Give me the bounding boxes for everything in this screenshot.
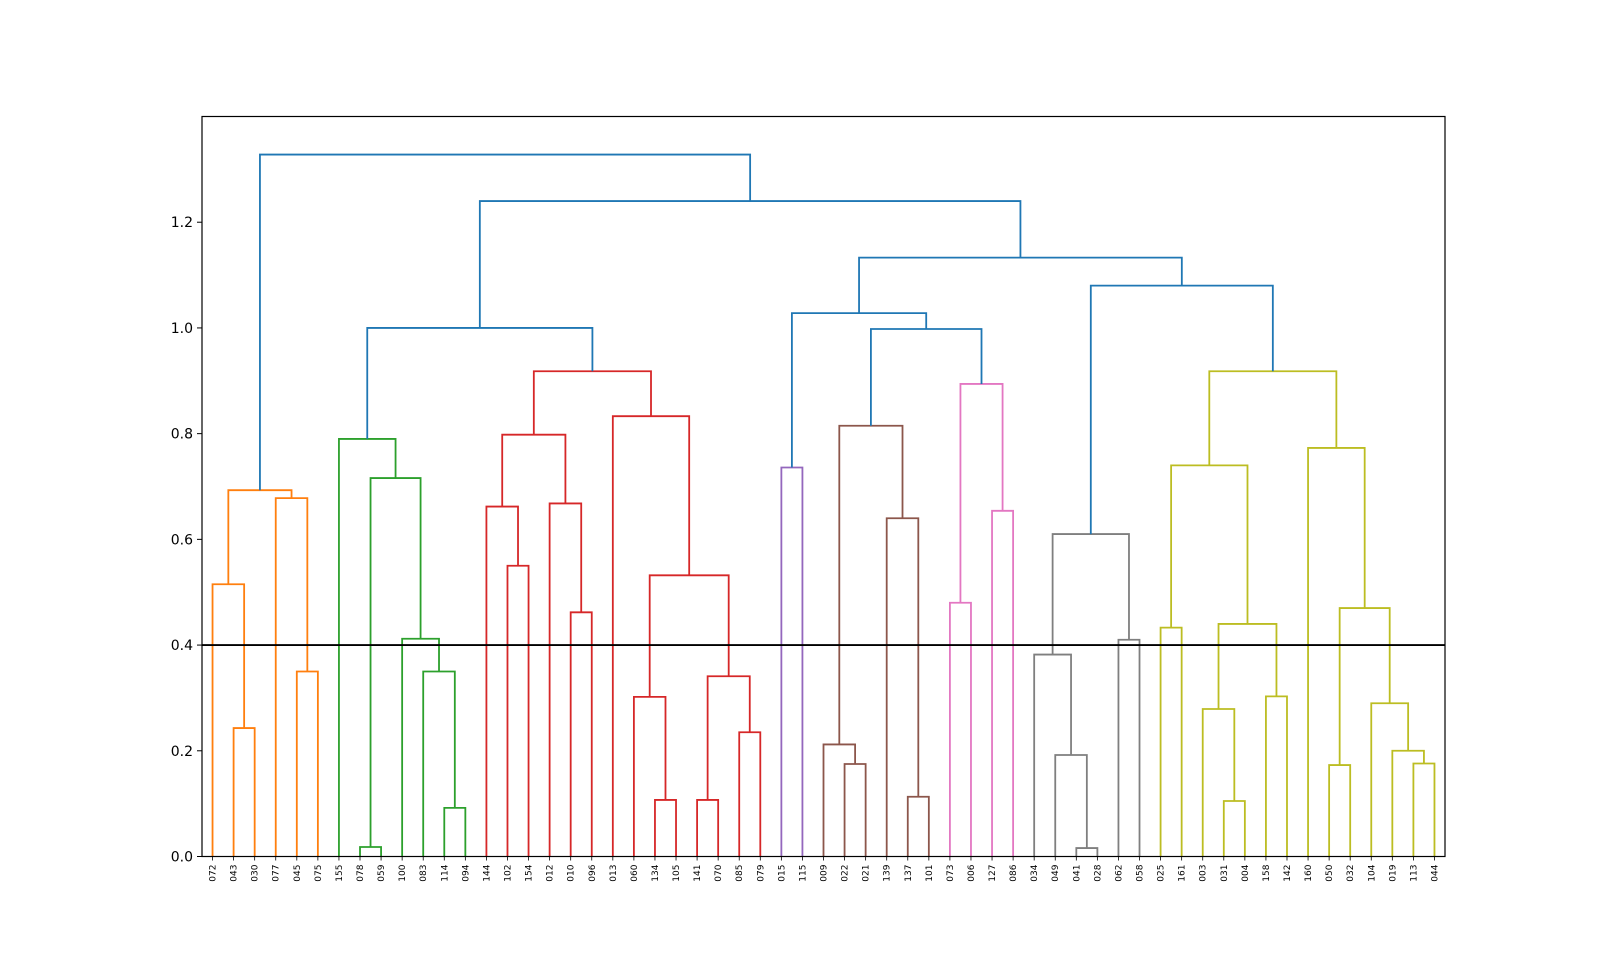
dendrogram-link-41 [1159, 626, 1183, 857]
dendrogram-link-43 [1201, 708, 1236, 857]
leaf-label-26: 079 [756, 864, 766, 881]
leaf-label-31: 021 [862, 865, 872, 882]
dendrogram-link-44 [1265, 695, 1288, 857]
leaf-label-12: 094 [461, 864, 471, 881]
dendrogram-link-16 [654, 799, 677, 857]
leaf-label-24: 070 [714, 864, 724, 881]
dendrogram-link-1 [211, 583, 246, 857]
dendrogram-link-19 [738, 731, 762, 857]
leaf-label-6: 155 [335, 865, 345, 882]
leaf-label-7: 078 [356, 864, 366, 881]
leaf-label-19: 013 [609, 865, 619, 882]
leaf-label-50: 158 [1262, 864, 1272, 881]
leaf-label-27: 015 [777, 865, 787, 882]
y-tick-label-2: 0.4 [171, 638, 193, 654]
leaf-label-51: 142 [1283, 865, 1293, 882]
dendrogram-link-18 [696, 799, 720, 857]
leaf-label-54: 032 [1346, 865, 1356, 882]
leaf-label-35: 073 [946, 865, 956, 882]
leaf-label-0: 072 [209, 865, 219, 882]
leaf-label-29: 009 [820, 864, 830, 881]
leaf-label-17: 010 [567, 864, 577, 881]
leaf-label-18: 096 [588, 864, 598, 881]
leaf-label-10: 083 [419, 865, 429, 882]
leaf-label-38: 086 [1009, 864, 1019, 881]
leaf-label-9: 100 [398, 864, 408, 881]
leaf-label-3: 077 [272, 865, 282, 882]
dendrogram-link-57 [259, 153, 752, 491]
leaf-label-56: 019 [1388, 864, 1398, 881]
leaf-label-57: 113 [1409, 865, 1419, 882]
dendrogram-link-12 [485, 505, 519, 857]
leaf-label-14: 102 [503, 865, 513, 882]
leaf-label-36: 006 [967, 864, 977, 881]
dendrogram-link-35 [790, 312, 928, 468]
leaf-label-53: 050 [1325, 864, 1335, 881]
dendrogram-link-8 [401, 637, 440, 857]
leaf-label-5: 075 [314, 865, 324, 882]
y-tick-label-4: 0.8 [171, 427, 193, 443]
dendrogram-link-10 [338, 438, 397, 857]
y-tick-label-6: 1.2 [171, 215, 193, 231]
leaf-label-58: 044 [1430, 864, 1440, 881]
leaf-label-16: 012 [546, 865, 556, 882]
leaf-label-37: 127 [988, 865, 998, 882]
leaf-label-11: 114 [440, 864, 450, 881]
dendrogram-link-24 [366, 327, 594, 439]
leaf-label-40: 049 [1051, 864, 1061, 881]
x-axis: 072 043 030 077 045 075 155 078 059 100 083 114 094 1… [209, 856, 1440, 882]
leaf-label-13: 144 [482, 864, 492, 881]
leaf-label-39: 034 [1030, 864, 1040, 881]
leaf-label-30: 022 [841, 865, 851, 882]
dendrogram-link-54 [1089, 284, 1274, 535]
dendrogram-link-49 [1391, 749, 1425, 857]
leaf-label-8: 059 [377, 864, 387, 881]
leaf-label-22: 105 [672, 865, 682, 882]
leaf-label-2: 030 [251, 864, 261, 881]
dendrogram-link-39 [1117, 638, 1141, 857]
y-tick-label-0: 0.0 [171, 850, 193, 866]
leaf-label-34: 101 [925, 865, 935, 882]
leaf-label-28: 115 [798, 865, 808, 882]
dendrogram-link-55 [858, 256, 1183, 314]
leaf-label-45: 025 [1157, 865, 1167, 882]
dendrogram-link-45 [1217, 623, 1278, 710]
leaf-label-21: 134 [651, 864, 661, 881]
dendrogram-links [211, 153, 1436, 857]
y-tick-label-1: 0.2 [171, 744, 193, 760]
leaf-label-49: 004 [1241, 864, 1251, 881]
leaf-label-52: 160 [1304, 864, 1314, 881]
leaf-label-46: 161 [1178, 865, 1188, 882]
leaf-label-23: 141 [693, 865, 703, 882]
leaf-label-25: 085 [735, 865, 745, 882]
leaf-label-4: 045 [293, 865, 303, 882]
leaf-label-43: 062 [1114, 865, 1124, 882]
leaf-label-41: 041 [1072, 865, 1082, 882]
leaf-label-32: 139 [883, 864, 893, 881]
leaf-label-20: 060 [630, 864, 640, 881]
leaf-label-44: 058 [1136, 864, 1146, 881]
dendrogram-link-38 [1033, 653, 1072, 857]
y-tick-label-3: 0.6 [171, 532, 193, 548]
leaf-label-47: 003 [1199, 865, 1209, 882]
leaf-label-55: 104 [1367, 864, 1377, 881]
leaf-label-42: 028 [1093, 864, 1103, 881]
dendrogram-link-9 [369, 477, 422, 847]
leaf-label-48: 031 [1220, 865, 1230, 882]
leaf-label-33: 137 [904, 865, 914, 882]
leaf-label-1: 043 [230, 865, 240, 882]
dendrogram-link-11 [506, 564, 530, 857]
dendrogram-link-5 [359, 846, 382, 857]
dendrogram-link-32 [949, 601, 972, 857]
dendrogram-link-36 [1075, 847, 1099, 857]
y-tick-label-5: 1.0 [171, 321, 193, 337]
dendrogram-link-3 [274, 497, 309, 857]
leaf-label-15: 154 [525, 864, 535, 881]
dendrogram-link-34 [870, 328, 983, 426]
y-axis: 0.0 0.2 0.4 0.6 0.8 1.0 1.2 [171, 215, 202, 866]
dendrogram-link-27 [822, 743, 857, 857]
